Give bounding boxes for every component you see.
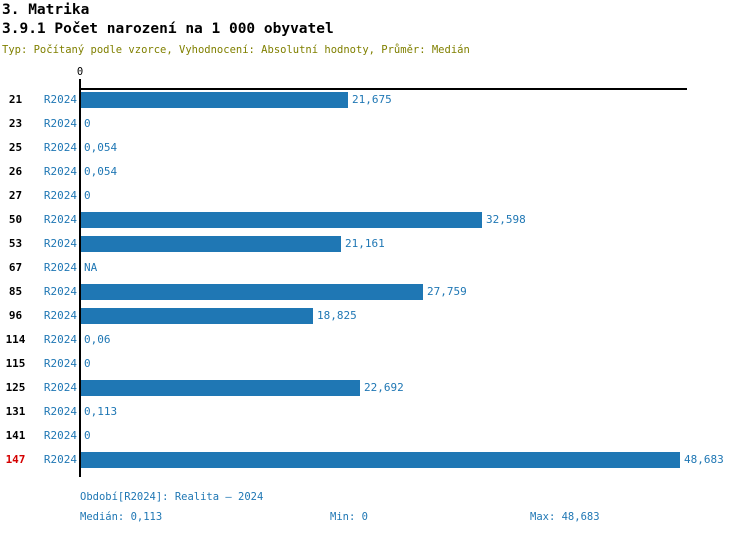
row-series-label: R2024 (43, 165, 77, 178)
chart-row: 115 R2024 0 (0, 352, 750, 376)
chart-title: 3.9.1 Počet narození na 1 000 obyvatel (2, 21, 334, 37)
value-bar (81, 380, 360, 396)
row-series-label: R2024 (43, 285, 77, 298)
row-series-label: R2024 (43, 93, 77, 106)
value-bar (81, 284, 423, 300)
row-id-label: 125 (5, 381, 26, 394)
chart-row: 50 R2024 32,598 (0, 208, 750, 232)
axis-top-line (80, 88, 687, 90)
chart-meta-line: Typ: Počítaný podle vzorce, Vyhodnocení:… (2, 44, 470, 56)
value-bar (81, 236, 341, 252)
row-series-label: R2024 (43, 453, 77, 466)
axis-zero-tick-label: 0 (76, 66, 84, 78)
row-series-label: R2024 (43, 213, 77, 226)
value-label: 0 (84, 117, 91, 130)
footer-min-label: Min: 0 (330, 511, 368, 523)
chart-row: 96 R2024 18,825 (0, 304, 750, 328)
row-id-label: 25 (8, 141, 23, 154)
row-id-label: 114 (5, 333, 26, 346)
footer-median-label: Medián: 0,113 (80, 511, 163, 523)
row-series-label: R2024 (43, 381, 77, 394)
row-series-label: R2024 (43, 141, 77, 154)
chart-row: 147 R2024 48,683 (0, 448, 750, 472)
row-series-label: R2024 (43, 309, 77, 322)
value-label: 0,06 (84, 333, 111, 346)
chart-row: 141 R2024 0 (0, 424, 750, 448)
row-series-label: R2024 (43, 429, 77, 442)
value-bar (81, 92, 348, 108)
row-id-label: 27 (8, 189, 23, 202)
row-id-label: 147 (5, 453, 26, 466)
value-label: NA (84, 261, 98, 274)
row-id-label: 23 (8, 117, 23, 130)
row-series-label: R2024 (43, 333, 77, 346)
value-bar (81, 212, 482, 228)
chart-row: 125 R2024 22,692 (0, 376, 750, 400)
row-series-label: R2024 (43, 189, 77, 202)
value-label: 0 (84, 357, 91, 370)
row-series-label: R2024 (43, 117, 77, 130)
footer-max-label: Max: 48,683 (530, 511, 600, 523)
value-label: 21,161 (345, 237, 385, 250)
row-series-label: R2024 (43, 357, 77, 370)
value-bar (81, 452, 680, 468)
value-label: 0,054 (84, 141, 118, 154)
value-label: 27,759 (427, 285, 467, 298)
bar-chart-rows: 21 R2024 21,675 23 R2024 0 25 R2024 0,054 26 R2024… (0, 88, 750, 472)
axis-vertical-line (79, 88, 81, 477)
value-label: 21,675 (352, 93, 392, 106)
value-label: 0 (84, 189, 91, 202)
row-series-label: R2024 (43, 405, 77, 418)
chart-row: 131 R2024 0,113 (0, 400, 750, 424)
row-id-label: 141 (5, 429, 26, 442)
row-id-label: 50 (8, 213, 23, 226)
row-id-label: 26 (8, 165, 23, 178)
chart-row: 85 R2024 27,759 (0, 280, 750, 304)
row-id-label: 96 (8, 309, 23, 322)
chart-row: 114 R2024 0,06 (0, 328, 750, 352)
chart-row: 23 R2024 0 (0, 112, 750, 136)
value-label: 32,598 (486, 213, 526, 226)
value-label: 18,825 (317, 309, 357, 322)
chart-row: 21 R2024 21,675 (0, 88, 750, 112)
value-bar (81, 308, 313, 324)
row-id-label: 21 (8, 93, 23, 106)
axis-tick-mark (79, 79, 81, 88)
row-id-label: 53 (8, 237, 23, 250)
row-id-label: 115 (5, 357, 26, 370)
chart-row: 53 R2024 21,161 (0, 232, 750, 256)
value-label: 48,683 (684, 453, 724, 466)
page-title: 3. Matrika (2, 2, 90, 18)
row-id-label: 67 (8, 261, 23, 274)
row-series-label: R2024 (43, 237, 77, 250)
footer-period-label: Období[R2024]: Realita – 2024 (80, 491, 264, 503)
value-label: 0 (84, 429, 91, 442)
value-label: 22,692 (364, 381, 404, 394)
row-id-label: 131 (5, 405, 26, 418)
chart-row: 25 R2024 0,054 (0, 136, 750, 160)
chart-row: 27 R2024 0 (0, 184, 750, 208)
row-series-label: R2024 (43, 261, 77, 274)
chart-row: 26 R2024 0,054 (0, 160, 750, 184)
chart-row: 67 R2024 NA (0, 256, 750, 280)
value-label: 0,054 (84, 165, 118, 178)
row-id-label: 85 (8, 285, 23, 298)
value-label: 0,113 (84, 405, 118, 418)
